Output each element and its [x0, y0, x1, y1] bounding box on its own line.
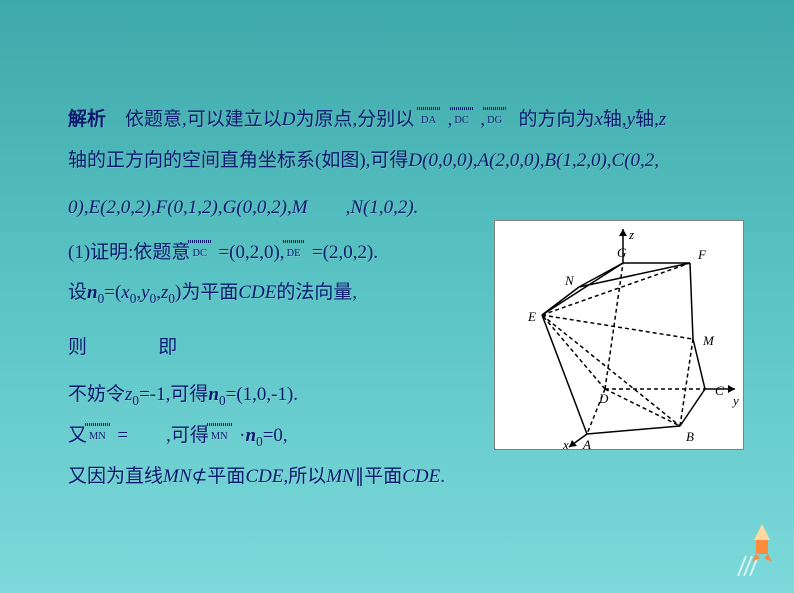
var-CDE: CDE — [238, 282, 276, 303]
var-MN: MN — [163, 466, 192, 487]
t4c: )为平面 — [175, 282, 238, 303]
t8b: ⊄平面 — [192, 466, 246, 487]
coords1: D(0,0,0),A(2,0,0),B(1,2,0),C(0,2, — [408, 150, 659, 171]
svg-text:z: z — [628, 227, 634, 242]
svg-text:N: N — [564, 273, 575, 288]
t8a: 又因为直线 — [68, 466, 163, 487]
rocket-icon — [732, 520, 776, 581]
t6b: =-1,可得 — [139, 384, 208, 405]
t6a: 不妨令 — [68, 384, 125, 405]
t1b: 为原点,分别以 — [296, 109, 415, 130]
var-y: y — [627, 109, 635, 130]
t7a: 又 — [68, 425, 87, 446]
var-D: D — [282, 109, 296, 130]
t3c: =(2,0,2). — [312, 242, 378, 263]
t7b: = — [117, 425, 128, 446]
svg-text:y: y — [731, 393, 739, 408]
t6c: =(1,0,-1). — [226, 384, 298, 405]
t5a: 则 — [68, 337, 87, 358]
t8e: . — [440, 466, 445, 487]
vec-MN2: MN — [209, 426, 230, 448]
t4d: 的法向量, — [276, 282, 357, 303]
t1e: 轴, — [635, 109, 659, 130]
t7e: =0, — [263, 425, 288, 446]
t1c: 的方向为 — [518, 109, 594, 130]
vec-DE: DE — [285, 243, 303, 265]
line-1: 解析 依题意,可以建立以D为原点,分别以 DA ,DC ,DG 的方向为x轴,y… — [68, 100, 754, 141]
vec-DG: DG — [485, 110, 504, 132]
geometry-diagram: D A B C E F G N Mz y x — [494, 220, 744, 450]
var-CDE3: CDE — [402, 466, 440, 487]
var-x: x — [594, 109, 602, 130]
coords2a: 0),E(2,0,2),F(0,1,2),G(0,0,2),M — [68, 197, 308, 218]
vec-DC2: DC — [190, 243, 209, 265]
svg-text:B: B — [686, 429, 694, 444]
label-analysis: 解析 — [68, 109, 106, 130]
svg-text:M: M — [702, 333, 715, 348]
svg-text:F: F — [697, 247, 707, 262]
sub0f: 0 — [219, 393, 226, 408]
coords2b: ,N(1,0,2). — [346, 197, 419, 218]
t1f: 轴的正方向的空间直角坐标系(如图),可得 — [68, 150, 408, 171]
t4a: 设 — [68, 282, 87, 303]
rocket-svg — [732, 520, 776, 576]
svg-text:E: E — [527, 309, 536, 324]
svg-text:x: x — [562, 437, 569, 451]
sub0c: 0 — [150, 291, 157, 306]
sub0b: 0 — [130, 291, 137, 306]
svg-text:D: D — [598, 391, 609, 406]
vec-DA: DA — [419, 110, 438, 132]
sub0g: 0 — [256, 434, 263, 449]
var-n: n — [87, 282, 98, 303]
var-x0: x — [121, 282, 129, 303]
t8c: ,所以 — [283, 466, 326, 487]
t7c: ,可得 — [166, 425, 209, 446]
line-1b: 轴的正方向的空间直角坐标系(如图),可得D(0,0,0),A(2,0,0),B(… — [68, 141, 754, 182]
var-y0: y — [141, 282, 149, 303]
line-8: 又因为直线MN⊄平面CDE,所以MN∥平面CDE. — [68, 457, 754, 498]
vec-MN: MN — [87, 426, 108, 448]
diagram-svg: D A B C E F G N Mz y x — [495, 221, 745, 451]
t1a: 依题意,可以建立以 — [125, 109, 282, 130]
svg-text:A: A — [582, 437, 591, 451]
var-CDE2: CDE — [245, 466, 283, 487]
t1d: 轴, — [603, 109, 627, 130]
t5b: 即 — [158, 337, 177, 358]
t3a: (1)证明:依题意 — [68, 242, 190, 263]
t4b: =( — [104, 282, 121, 303]
t8d: ∥平面 — [355, 466, 403, 487]
var-MN2: MN — [326, 466, 355, 487]
var-z: z — [659, 109, 666, 130]
svg-text:G: G — [617, 245, 627, 260]
t3b: =(0,2,0), — [218, 242, 284, 263]
var-n3: n — [245, 425, 256, 446]
svg-text:C: C — [715, 383, 724, 398]
vec-DC: DC — [452, 110, 471, 132]
var-n2: n — [208, 384, 219, 405]
